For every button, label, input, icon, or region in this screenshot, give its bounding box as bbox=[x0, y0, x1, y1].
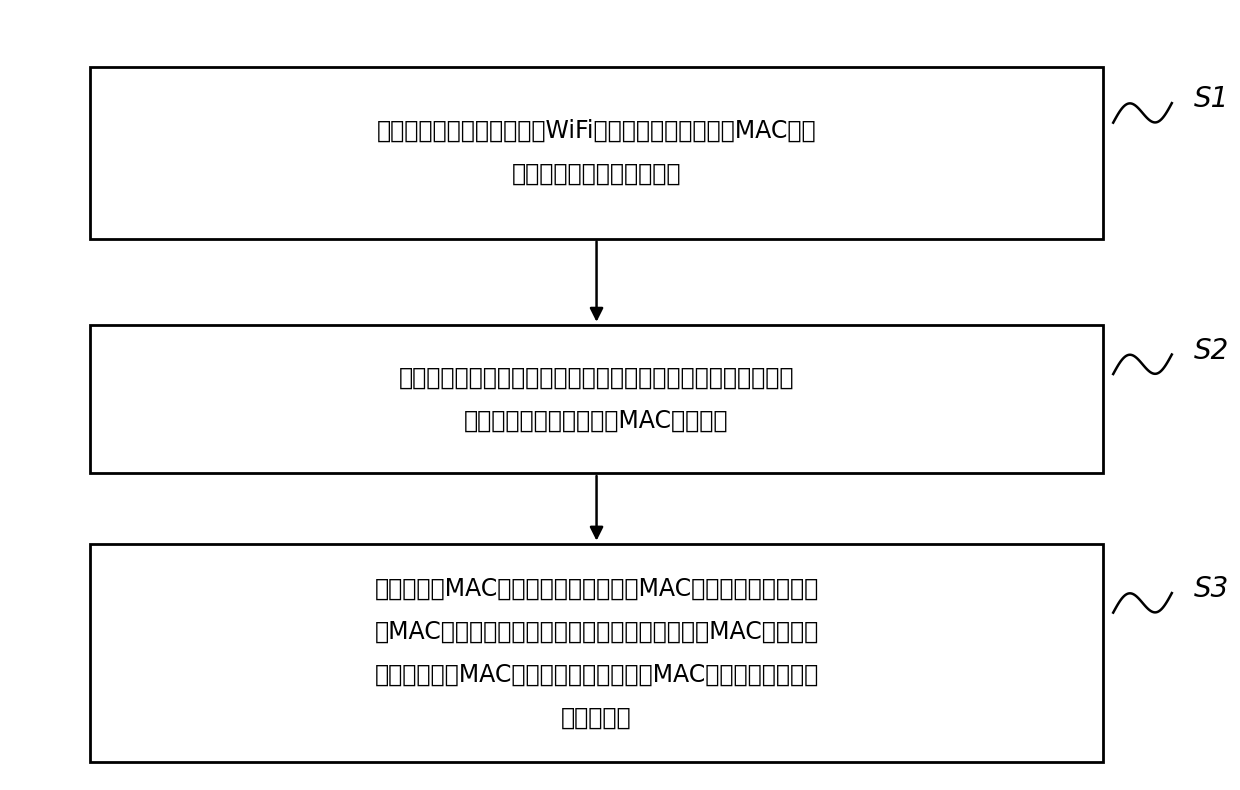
Text: 当所述历史MAC地址信息中包含有所述MAC地址信息时，判定所: 当所述历史MAC地址信息中包含有所述MAC地址信息时，判定所 bbox=[374, 577, 818, 600]
Text: 中不包含所述MAC地址信息时，判定所述MAC地址信息对应的顾: 中不包含所述MAC地址信息时，判定所述MAC地址信息对应的顾 bbox=[374, 663, 818, 687]
Bar bbox=[89, 66, 1104, 239]
Text: 所有顾客移动终端的历史MAC地址信息: 所有顾客移动终端的历史MAC地址信息 bbox=[464, 408, 729, 432]
Text: S3: S3 bbox=[1194, 575, 1229, 604]
Text: S1: S1 bbox=[1194, 85, 1229, 113]
Bar bbox=[89, 544, 1104, 762]
Bar bbox=[89, 325, 1104, 473]
Text: 客为新顾客: 客为新顾客 bbox=[562, 705, 632, 729]
Text: 获取在所述到访时间之前且距离所述到访时间为预设时间段内的: 获取在所述到访时间之前且距离所述到访时间为预设时间段内的 bbox=[399, 366, 795, 389]
Text: 采集在预设评估时间内开启WiFi功能的顾客移动终端的MAC地址: 采集在预设评估时间内开启WiFi功能的顾客移动终端的MAC地址 bbox=[377, 119, 816, 143]
Text: 信息和所述顾客的到访时间: 信息和所述顾客的到访时间 bbox=[512, 162, 681, 186]
Text: 述MAC地址信息对应的顾客为老顾客；当所述历史MAC地址信息: 述MAC地址信息对应的顾客为老顾客；当所述历史MAC地址信息 bbox=[374, 619, 818, 643]
Text: S2: S2 bbox=[1194, 337, 1229, 365]
